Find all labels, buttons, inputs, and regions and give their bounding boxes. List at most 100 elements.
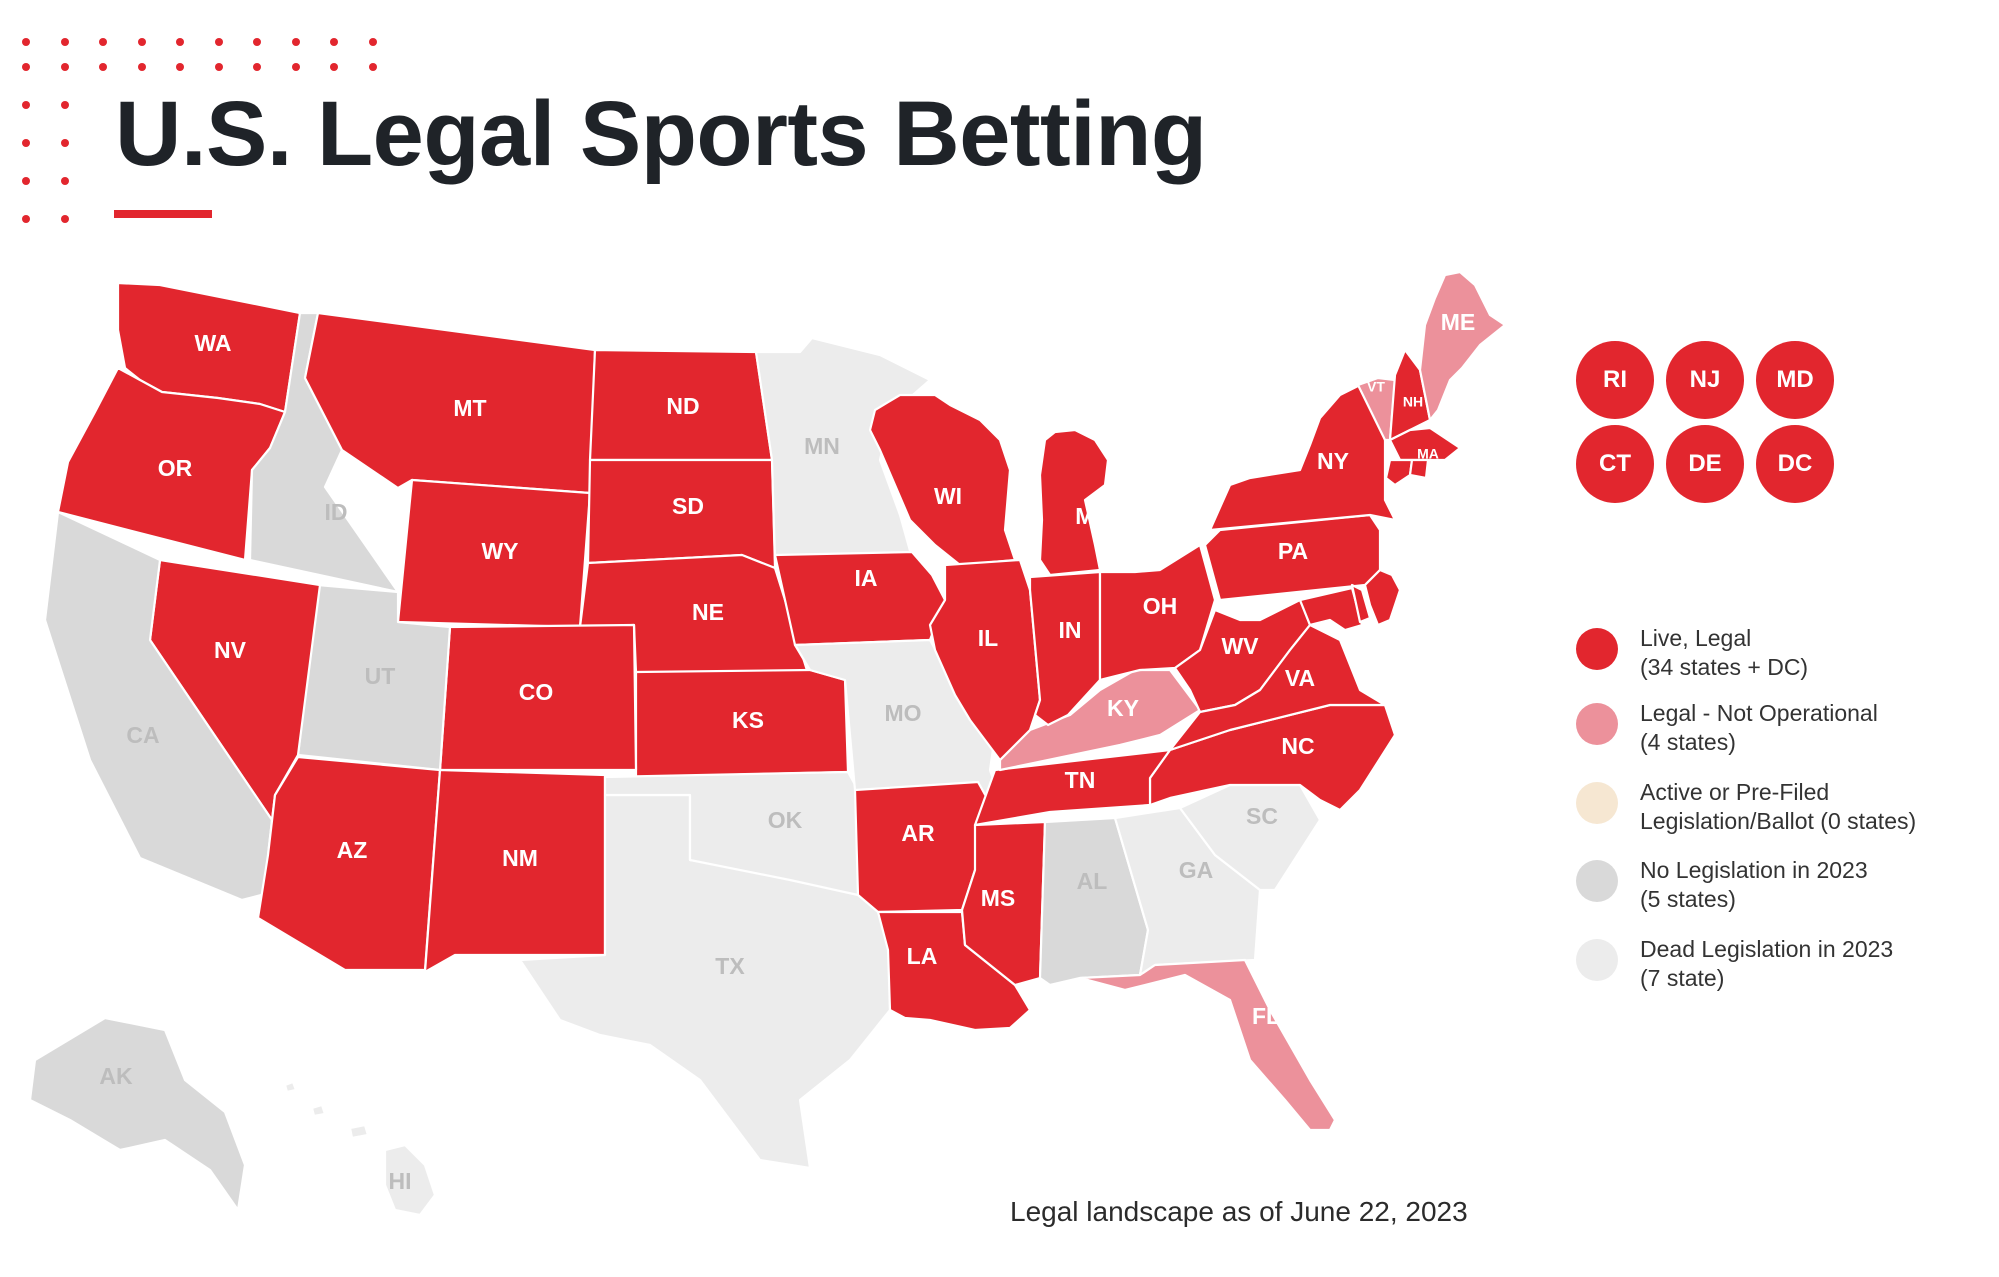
decorative-dot [137,63,146,71]
legend-count: (4 states) [1640,729,1736,755]
decorative-dot [60,177,69,185]
legend-swatch [1576,939,1618,981]
state-label-va: VA [1285,665,1315,691]
state-badge-dc: DC [1756,425,1834,503]
state-ak [28,1016,247,1212]
state-ct [1384,458,1414,487]
state-nj [1363,568,1402,627]
state-ri [1408,458,1430,480]
state-label-hi: HI [389,1168,412,1194]
state-label-ky: KY [1107,695,1139,721]
decorative-dot [22,177,30,185]
state-label-tn: TN [1065,767,1096,793]
decorative-dot [291,63,300,71]
legend-item-live: Live, Legal (34 states + DC) [1576,624,1808,682]
title-underline [114,210,212,218]
decorative-dot [291,38,300,46]
state-label-ks: KS [732,707,764,733]
state-mt [303,311,597,495]
state-label-sc: SC [1246,803,1278,829]
legend-item-no-legislation: No Legislation in 2023 (5 states) [1576,856,1868,914]
state-label-ia: IA [855,565,878,591]
states-layer [28,270,1507,1217]
state-label-ca: CA [126,722,159,748]
page-title: U.S. Legal Sports Betting [115,83,1207,185]
state-label-or: OR [158,455,193,481]
state-label-pa: PA [1278,538,1308,564]
state-me [1418,270,1507,422]
state-label-nm: NM [502,845,538,871]
state-badge-de: DE [1666,425,1744,503]
decorative-dot [60,101,69,109]
legend-count: (7 state) [1640,965,1725,991]
state-label-il: IL [978,625,998,651]
state-fl [1078,958,1337,1132]
legend-swatch [1576,782,1618,824]
legend-item-pre-filed: Active or Pre-Filed Legislation/Ballot (0… [1576,778,1916,836]
decorative-dot [330,63,338,71]
state-label-ms: MS [981,885,1016,911]
state-label-ne: NE [692,599,724,625]
state-wi [868,393,1017,567]
state-de [1350,583,1372,624]
state-label-tx: TX [715,953,745,979]
state-label-mo: MO [884,700,921,726]
state-label-mt: MT [453,395,486,421]
legend-text: Legal - Not Operational (4 states) [1640,699,1878,757]
decorative-dot [22,139,30,147]
legend-swatch [1576,703,1618,745]
as-of-date-note: Legal landscape as of June 22, 2023 [1010,1196,1468,1227]
legend-text: No Legislation in 2023 (5 states) [1640,856,1868,914]
state-label-me: ME [1441,309,1476,335]
state-ny [1208,383,1397,532]
state-mi [1038,428,1110,577]
decorative-dot [214,63,223,71]
decorative-dot [176,63,184,71]
decorative-dot [330,38,338,46]
decorative-dot [99,38,107,46]
legend-swatch [1576,860,1618,902]
state-label-mn: MN [804,433,840,459]
state-label-wy: WY [481,538,518,564]
legend-label: Active or Pre-Filed [1640,779,1830,805]
state-nm [423,768,607,974]
state-label-ok: OK [768,807,803,833]
state-label-co: CO [519,679,554,705]
decorative-dot [99,63,107,71]
decorative-dot [60,38,69,46]
decorative-dot [176,38,184,46]
state-label-wv: WV [1221,633,1259,659]
state-va [1168,623,1387,752]
state-label-wa: WA [194,330,231,356]
state-label-ak: AK [99,1063,133,1089]
decorative-dot [368,63,377,71]
legend-swatch [1576,628,1618,670]
state-label-ga: GA [1179,857,1214,883]
state-label-vt: VT [1367,379,1385,395]
decorative-dot [22,215,30,223]
labels-layer: WA OR ID MT WY ND SD NE KS CO UT NV CA AZ NM TX OK MN IA MO… [99,309,1475,1194]
state-label-id: ID [325,499,348,525]
decorative-dot [22,101,30,109]
decorative-dot [60,63,69,71]
decorative-dot [60,139,69,147]
decorative-dot [253,38,261,46]
state-az [256,755,442,972]
state-label-sd: SD [672,493,704,519]
state-badge-md: MD [1756,341,1834,419]
legend-label: Dead Legislation in 2023 [1640,936,1894,962]
state-label-wi: WI [934,483,962,509]
state-label-mi: MI [1075,503,1101,529]
state-ok [603,770,860,897]
legend-item-dead-legislation: Dead Legislation in 2023 (7 state) [1576,935,1893,993]
state-label-ma: MA [1417,446,1439,462]
state-badge-ct: CT [1576,425,1654,503]
legend-text: Dead Legislation in 2023 (7 state) [1640,935,1893,993]
decorative-dot [253,63,261,71]
state-label-ny: NY [1317,448,1349,474]
decorative-dot [214,38,223,46]
legend-text: Active or Pre-Filed Legislation/Ballot (0… [1640,778,1916,836]
state-label-al: AL [1077,868,1108,894]
